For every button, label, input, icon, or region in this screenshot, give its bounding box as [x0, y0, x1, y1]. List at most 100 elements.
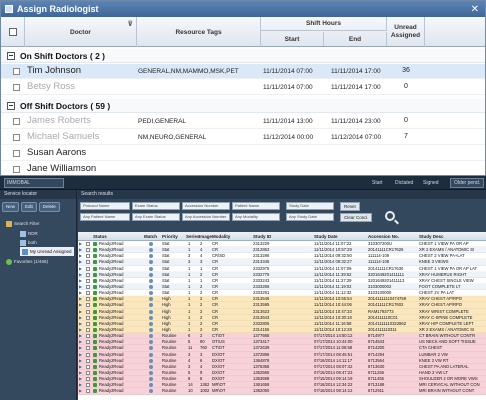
signed-button[interactable]: Signed	[423, 180, 439, 186]
any-exam-status-filter[interactable]: Any Exam Status	[132, 213, 180, 221]
doctor-checkbox[interactable]	[13, 150, 20, 157]
worklist-row[interactable]: ▶ Ready2Read High 1 2 CR 2313643 11/11/2014 10:…	[78, 314, 486, 321]
row-checkbox[interactable]	[86, 248, 90, 253]
any-accession-number-filter[interactable]: Any Accession Number	[182, 213, 230, 221]
worklist-row[interactable]: ▶ Ready2Read High 1 2 CR 2313623 11/11/2014 10:…	[78, 308, 486, 315]
doctor-checkbox[interactable]	[13, 68, 20, 75]
worklist-row[interactable]: ▶ Ready2Read Routine 5 80 OT\US 1373417 07/17/2…	[78, 339, 486, 346]
tree-item-favorites[interactable]: Favorites (1/468)	[6, 257, 48, 266]
patient-name-filter[interactable]: Patient Name	[232, 202, 280, 210]
expand-arrow-icon[interactable]: ▶	[79, 302, 83, 308]
series-column-header[interactable]: Series	[186, 234, 200, 239]
start-column-header[interactable]: Start	[261, 32, 324, 46]
image-column-header[interactable]: Image	[199, 234, 213, 239]
expand-arrow-icon[interactable]: ▶	[79, 271, 83, 277]
expand-arrow-icon[interactable]: ▶	[79, 290, 83, 296]
tree-item-both[interactable]: both	[20, 238, 37, 247]
close-icon[interactable]: ✕	[470, 4, 479, 15]
row-checkbox[interactable]	[86, 364, 90, 369]
modality-column-header[interactable]: Modality	[212, 234, 231, 239]
start-button[interactable]: Start	[372, 180, 383, 186]
worklist-row[interactable]: ▶ Ready2Read High 1 2 CR 2313546 11/11/2014 10:…	[78, 296, 486, 303]
accession-column-header[interactable]: Accession No.	[368, 234, 400, 239]
expand-arrow-icon[interactable]: ▶	[79, 265, 83, 271]
worklist-row[interactable]: ▶ Ready2Read Routine 3 3 DX\OT 1372896 07/17/20…	[78, 351, 486, 358]
worklist-row[interactable]: ▶ Ready2Read Stat 1 4 CR 2312863 11/11/2014 10:…	[78, 247, 486, 254]
row-checkbox[interactable]	[86, 358, 90, 363]
study-id-column-header[interactable]: Study ID	[253, 234, 272, 239]
tree-item-rdr[interactable]: RDR	[20, 229, 38, 238]
tree-item-search-filter[interactable]: Search Filter	[6, 219, 40, 228]
expand-arrow-icon[interactable]: ▶	[79, 314, 83, 320]
worklist-row[interactable]: ▶ Ready2Read High 1 2 CR 2332805 11/11/2014 11:…	[78, 320, 486, 327]
expand-arrow-icon[interactable]: ▶	[79, 345, 83, 351]
clear-cond-button[interactable]: Clear Cond.	[340, 213, 373, 222]
row-checkbox[interactable]	[86, 327, 90, 332]
off-shift-group-header[interactable]: Off Shift Doctors ( 59 )	[1, 99, 485, 113]
row-checkbox[interactable]	[86, 284, 90, 289]
expand-arrow-icon[interactable]: ▶	[79, 376, 83, 382]
worklist-row[interactable]: ▶ Ready2Read Stat 1 1 CR 2332975 11/11/2014 11:…	[78, 265, 486, 272]
worklist-row[interactable]: ▶ Ready2Read Routine 4 6 DX\OT 1364878 07/16/20…	[78, 357, 486, 364]
worklist-row[interactable]: ▶ Ready2Read High 1 2 CR 2313595 11/11/2014 10:…	[78, 302, 486, 309]
on-shift-group-header[interactable]: On Shift Doctors ( 2 )	[1, 49, 485, 63]
row-checkbox[interactable]	[86, 389, 90, 394]
worklist-row[interactable]: ▶ Ready2Read Routine 5 9 DX\OT 1352565 07/15/20…	[78, 369, 486, 377]
tree-item-my-unread-assigned[interactable]: My Unread Assigned	[20, 247, 74, 256]
worklist-row[interactable]: ▶ Ready2Read High 1 2 CR 2314155 11/11/2014 10:…	[78, 326, 486, 334]
worklist-row[interactable]: ▶ Ready2Read Stat 1 2 CR 2333266 11/11/2014 11:…	[78, 283, 486, 291]
collapse-icon[interactable]	[7, 101, 15, 110]
expand-arrow-icon[interactable]: ▶	[79, 363, 83, 369]
study-date-filter[interactable]: Study Date	[286, 202, 334, 210]
row-checkbox[interactable]	[86, 321, 90, 326]
doctor-row[interactable]: Betsy Ross 11/11/2014 07:00 11/11/2014 17:…	[1, 80, 485, 95]
doctor-checkbox[interactable]	[13, 134, 20, 141]
row-checkbox[interactable]	[86, 315, 90, 320]
worklist-row[interactable]: ▶ Ready2Read Routine 6 2 CT\OT 1377668 07/17/20…	[78, 333, 486, 340]
row-checkbox[interactable]	[86, 303, 90, 308]
doctor-row[interactable]: James Roberts PEDI,GENERAL 11/11/2014 13:0…	[1, 114, 485, 129]
protocol-name-filter[interactable]: Protocol Name	[80, 202, 130, 210]
unread-assigned-column-header[interactable]: Unread Assigned	[387, 17, 425, 47]
expand-arrow-icon[interactable]: ▶	[79, 277, 83, 283]
worklist-row[interactable]: ▶ Ready2Read Routine 8 8 DX\OT 1353698 07/15/20…	[78, 376, 486, 383]
doctor-row[interactable]: Susan Aarons	[1, 146, 485, 161]
worklist-select[interactable]: IMMOBAL	[4, 178, 64, 188]
dictated-button[interactable]: Dictated	[395, 180, 414, 186]
expand-arrow-icon[interactable]: ▶	[79, 247, 83, 253]
worklist-row[interactable]: ▶ Ready2Read Stat 3 4 CR\SD 2313286 11/11/2014 …	[78, 253, 486, 260]
accession-number-filter[interactable]: Accession Number	[182, 202, 230, 210]
study-desc-column-header[interactable]: Study Desc	[419, 234, 444, 239]
doctor-row[interactable]: Tim Johnson GENERAL,NM,MAMMO,MSK,PET 11/11…	[1, 64, 485, 79]
worklist-row[interactable]: ▶ Ready2Read Stat 1 2 CR 2332775 11/11/2014 11:…	[78, 271, 486, 278]
expand-arrow-icon[interactable]: ▶	[79, 296, 83, 302]
expand-arrow-icon[interactable]: ▶	[79, 308, 83, 314]
exam-status-filter[interactable]: Exam Status	[132, 202, 180, 210]
expand-arrow-icon[interactable]: ▶	[79, 326, 83, 332]
doctor-checkbox[interactable]	[13, 118, 20, 125]
row-checkbox[interactable]	[86, 266, 90, 271]
edit-button[interactable]: Edit	[21, 202, 37, 212]
any-modality-filter[interactable]: Any Modality	[232, 213, 280, 221]
resource-tags-column-header[interactable]: Resource Tags	[137, 17, 261, 47]
expand-arrow-icon[interactable]: ▶	[79, 283, 83, 289]
collapse-icon[interactable]	[7, 51, 15, 60]
worklist-row[interactable]: ▶ Ready2Read Stat 1 2 CR 2333291 11/11/2014 11:…	[78, 290, 486, 297]
doctor-row[interactable]: Michael Samuels NM,NEURO,GENERAL 11/12/201…	[1, 130, 485, 145]
doctor-row[interactable]: Jane Williamson	[1, 162, 485, 175]
row-checkbox[interactable]	[86, 346, 90, 351]
row-checkbox[interactable]	[86, 334, 90, 339]
doctor-checkbox[interactable]	[13, 84, 20, 91]
worklist-row[interactable]: ▶ Ready2Read Stat 3 3 CR 2313345 11/11/2014 09:…	[78, 259, 486, 266]
row-checkbox[interactable]	[86, 377, 90, 382]
status-column-header[interactable]: Status	[93, 234, 107, 239]
expand-arrow-icon[interactable]: ▶	[79, 241, 83, 246]
doctor-checkbox[interactable]	[13, 166, 20, 173]
reset-button[interactable]: Reset	[340, 202, 360, 211]
row-checkbox[interactable]	[86, 278, 90, 283]
worklist-row[interactable]: ▶ Ready2Read Routine 14 1362 MR\OT 1361658 07/1…	[78, 382, 486, 389]
worklist-row[interactable]: ▶ Ready2Read Stat 1 2 CR 2313229 11/11/2014 11:…	[78, 241, 486, 248]
search-icon[interactable]	[385, 211, 395, 221]
worklist-row[interactable]: ▶ Ready2Read Stat 1 1 CR 2333243 11/11/2014 11:…	[78, 277, 486, 284]
worklist-row[interactable]: ▶ Ready2Read Routine 11 760 CT\OT 1372639 07/17…	[78, 345, 486, 352]
